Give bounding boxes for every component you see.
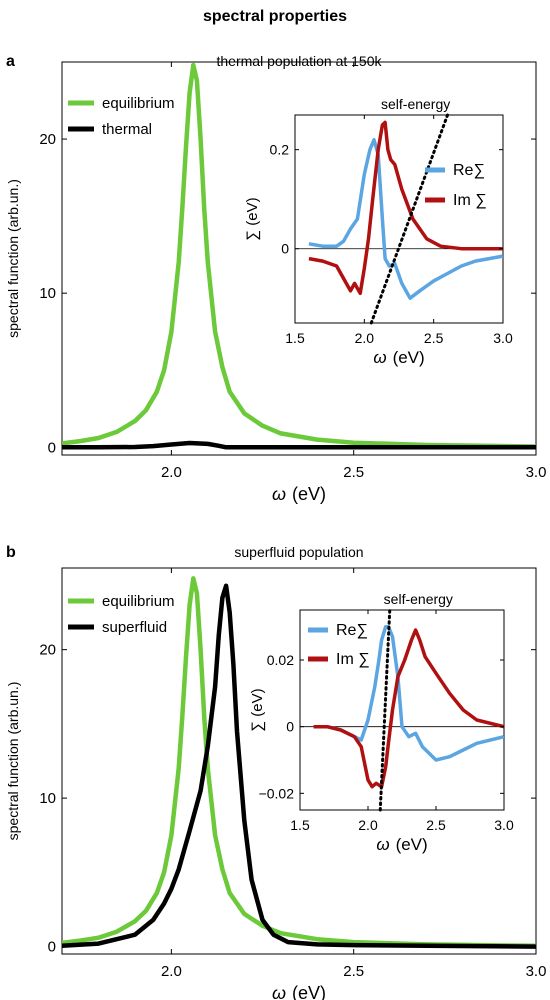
chart-b-inset: 1.5 2.0 2.5 3.0 −0.02 0 0.02 self-energy ω (eV) ∑ … <box>249 591 514 854</box>
x-tick-label: 2.5 <box>426 817 446 833</box>
x-axis-symbol: ω <box>373 348 386 367</box>
x-axis-symbol: ω <box>272 484 286 504</box>
series-line-thermal <box>62 440 536 450</box>
panel-label: b <box>6 544 16 561</box>
y-tick-label: 0 <box>48 939 56 956</box>
x-tick-label: 3.0 <box>493 330 513 346</box>
legend-label: Im ∑ <box>453 192 487 209</box>
panel-label: a <box>6 53 15 70</box>
legend-label: thermal <box>102 121 152 138</box>
y-axis-label: ∑ (eV) <box>244 197 261 240</box>
legend-label: Im ∑ <box>336 651 370 668</box>
x-axis-unit: (eV) <box>393 348 425 367</box>
x-tick-label: 3.0 <box>526 963 547 980</box>
x-axis-unit: (eV) <box>292 983 326 1000</box>
y-tick-label: 0 <box>286 719 294 735</box>
y-axis-label: spectral function (arb.un.) <box>5 179 21 338</box>
y-tick-label: 20 <box>39 131 56 148</box>
reference-dotted-line <box>369 113 450 325</box>
x-tick-label: 2.0 <box>161 464 182 481</box>
y-tick-label: 10 <box>39 285 56 302</box>
y-tick-label: 0.2 <box>270 142 290 158</box>
y-tick-label: −0.02 <box>259 785 295 801</box>
series-line-equilibrium <box>62 62 536 449</box>
legend-label: superfluid <box>102 619 167 636</box>
x-tick-label: 2.0 <box>358 817 378 833</box>
x-axis-unit: (eV) <box>292 484 326 504</box>
x-tick-label: 3.0 <box>526 464 547 481</box>
reference-dotted-line <box>378 608 392 812</box>
series-line-im- <box>308 120 503 296</box>
chart-title: self-energy <box>381 96 450 112</box>
chart-title: self-energy <box>384 591 453 607</box>
x-tick-label: 2.5 <box>343 464 364 481</box>
figure-title: spectral properties <box>203 8 347 25</box>
x-axis-symbol: ω <box>376 835 389 854</box>
x-tick-label: 1.5 <box>290 817 310 833</box>
chart-a-inset: 1.5 2.0 2.5 3.0 0 0.2 self-energy ω (eV) ∑ (eV) Re… <box>244 96 513 367</box>
legend-label: equilibrium <box>102 95 175 112</box>
chart-title: superfluid population <box>234 544 363 560</box>
y-tick-label: 0 <box>281 241 289 257</box>
chart-title: thermal population at 150k <box>217 53 383 69</box>
x-axis-label: ω (eV) <box>373 348 424 367</box>
y-tick-label: 20 <box>39 642 56 659</box>
series-line-im- <box>313 628 504 789</box>
x-tick-label: 2.5 <box>343 963 364 980</box>
legend-label: Re∑ <box>336 622 368 639</box>
x-tick-label: 2.0 <box>161 963 182 980</box>
x-tick-label: 2.0 <box>355 330 375 346</box>
x-axis-label: ω (eV) <box>272 983 326 1000</box>
y-tick-label: 0 <box>48 439 56 456</box>
y-tick-label: 0.02 <box>267 652 294 668</box>
x-tick-label: 3.0 <box>494 817 514 833</box>
x-axis-unit: (eV) <box>396 835 428 854</box>
x-tick-label: 2.5 <box>424 330 444 346</box>
legend-label: Re∑ <box>453 162 485 179</box>
series-line-re- <box>308 138 503 300</box>
y-tick-label: 10 <box>39 790 56 807</box>
y-axis-label: ∑ (eV) <box>249 688 266 731</box>
x-tick-label: 1.5 <box>285 330 305 346</box>
x-axis-label: ω (eV) <box>272 484 326 504</box>
plot-frame <box>294 114 504 324</box>
x-axis-symbol: ω <box>272 983 286 1000</box>
series-line-superfluid <box>62 583 536 949</box>
x-axis-label: ω (eV) <box>376 835 427 854</box>
legend-label: equilibrium <box>102 593 175 610</box>
y-axis-label: spectral function (arb.un.) <box>5 682 21 841</box>
